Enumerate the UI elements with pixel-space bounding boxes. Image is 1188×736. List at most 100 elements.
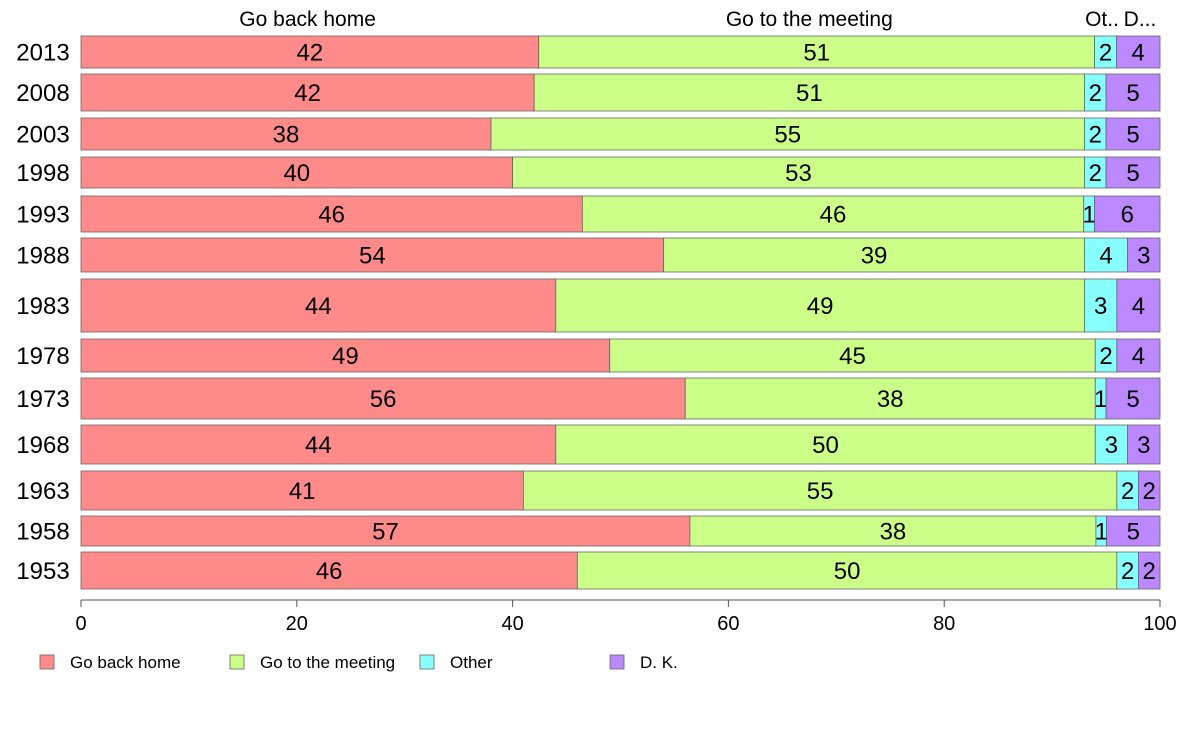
bar-segment bbox=[80, 237, 665, 273]
bar-segment bbox=[80, 195, 583, 233]
data-label: 5 bbox=[1126, 160, 1139, 187]
bar-segment bbox=[533, 73, 1085, 112]
data-label: 44 bbox=[305, 293, 332, 320]
bar-segment bbox=[1084, 278, 1118, 333]
legend-swatch bbox=[39, 654, 55, 670]
category-label: 1968 bbox=[16, 432, 69, 459]
data-label: 49 bbox=[807, 293, 834, 320]
bar-segment bbox=[1116, 278, 1161, 333]
data-label: 50 bbox=[834, 558, 861, 585]
data-label: 42 bbox=[294, 80, 321, 107]
bar-segment bbox=[609, 338, 1096, 373]
bar-row: 1973 56 38 1 5 bbox=[16, 377, 1161, 420]
data-label: 54 bbox=[359, 243, 386, 270]
data-label: 4 bbox=[1099, 243, 1112, 270]
category-label: 2008 bbox=[16, 80, 69, 107]
bar-segment bbox=[1127, 424, 1161, 465]
data-label: 42 bbox=[297, 40, 324, 67]
data-label: 38 bbox=[273, 122, 300, 149]
data-label: 45 bbox=[839, 343, 866, 370]
bar-segment bbox=[80, 73, 535, 112]
column-header: Go back home bbox=[239, 8, 376, 31]
data-label: 3 bbox=[1137, 432, 1150, 459]
legend-item: Other bbox=[419, 653, 493, 672]
data-label: 2 bbox=[1099, 40, 1112, 67]
data-label: 39 bbox=[861, 243, 888, 270]
data-label: 50 bbox=[812, 432, 839, 459]
x-tick-label: 100 bbox=[1143, 613, 1176, 635]
data-label: 4 bbox=[1132, 343, 1145, 370]
bar-segment bbox=[80, 515, 691, 547]
bar-segment bbox=[1105, 156, 1161, 189]
data-label: 46 bbox=[318, 202, 345, 229]
bar-segment bbox=[689, 515, 1097, 547]
x-tick-label: 0 bbox=[75, 613, 86, 635]
bar-segment bbox=[1116, 338, 1161, 373]
x-axis: 0 20 40 60 80 100 bbox=[75, 599, 1177, 635]
data-label: 1 bbox=[1094, 386, 1107, 413]
bar-segment bbox=[80, 470, 524, 511]
bar-segment bbox=[80, 278, 557, 333]
legend-swatch bbox=[229, 654, 245, 670]
data-label: 5 bbox=[1127, 519, 1140, 546]
bar-segment bbox=[80, 424, 557, 465]
legend-item: D. K. bbox=[609, 653, 678, 672]
data-label: 1 bbox=[1082, 202, 1095, 229]
data-label: 38 bbox=[880, 519, 907, 546]
data-label: 4 bbox=[1132, 40, 1145, 67]
bar-row: 2008 42 51 2 5 bbox=[16, 73, 1161, 112]
data-label: 2 bbox=[1143, 558, 1156, 585]
category-label: 1983 bbox=[16, 293, 69, 320]
data-label: 3 bbox=[1137, 243, 1150, 270]
x-tick-label: 60 bbox=[717, 613, 739, 635]
bar-segment bbox=[80, 551, 578, 590]
data-label: 2 bbox=[1121, 558, 1134, 585]
category-label: 1973 bbox=[16, 386, 69, 413]
bar-segment bbox=[490, 117, 1085, 151]
category-label: 1978 bbox=[16, 343, 69, 370]
bar-segment bbox=[512, 156, 1085, 189]
data-label: 38 bbox=[877, 386, 904, 413]
bar-row: 1958 57 38 1 5 bbox=[16, 515, 1161, 547]
data-label: 49 bbox=[332, 343, 359, 370]
bar-segment bbox=[581, 195, 1085, 233]
bar-segment bbox=[684, 377, 1096, 420]
bar-segment bbox=[1105, 117, 1161, 151]
data-label: 51 bbox=[803, 40, 830, 67]
category-label: 1993 bbox=[16, 202, 69, 229]
x-tick-label: 20 bbox=[286, 613, 308, 635]
data-label: 57 bbox=[372, 519, 399, 546]
legend-label: Other bbox=[450, 653, 493, 672]
bar-segment bbox=[80, 156, 514, 189]
legend-swatch bbox=[609, 654, 625, 670]
bar-segment bbox=[576, 551, 1118, 590]
data-label: 55 bbox=[774, 122, 801, 149]
x-tick-label: 80 bbox=[933, 613, 955, 635]
bar-segment bbox=[1106, 515, 1161, 547]
bar-row: 1963 41 55 2 2 bbox=[16, 470, 1161, 511]
x-tick-label: 40 bbox=[501, 613, 523, 635]
bar-segment bbox=[80, 338, 611, 373]
bar-row: 1988 54 39 4 3 bbox=[16, 237, 1161, 273]
data-label: 53 bbox=[785, 160, 812, 187]
bar-segment bbox=[1138, 551, 1161, 590]
data-label: 56 bbox=[370, 386, 397, 413]
column-header: Go to the meeting bbox=[726, 8, 893, 31]
data-label: 40 bbox=[283, 160, 310, 187]
bar-segment bbox=[1127, 237, 1161, 273]
column-headers: Go back home Go to the meeting Ot.. D... bbox=[239, 8, 1156, 31]
legend-swatch bbox=[419, 654, 435, 670]
column-header: Ot.. bbox=[1085, 8, 1119, 31]
bar-segment bbox=[1094, 424, 1129, 465]
data-label: 41 bbox=[289, 478, 316, 505]
data-label: 2 bbox=[1121, 478, 1134, 505]
data-label: 55 bbox=[807, 478, 834, 505]
bar-row: 1953 46 50 2 2 bbox=[16, 551, 1161, 590]
bar-segment bbox=[663, 237, 1085, 273]
bar-segment bbox=[1105, 377, 1161, 420]
data-label: 5 bbox=[1126, 386, 1139, 413]
category-label: 2013 bbox=[16, 40, 69, 67]
bar-segment bbox=[1105, 73, 1161, 112]
data-label: 46 bbox=[820, 202, 847, 229]
